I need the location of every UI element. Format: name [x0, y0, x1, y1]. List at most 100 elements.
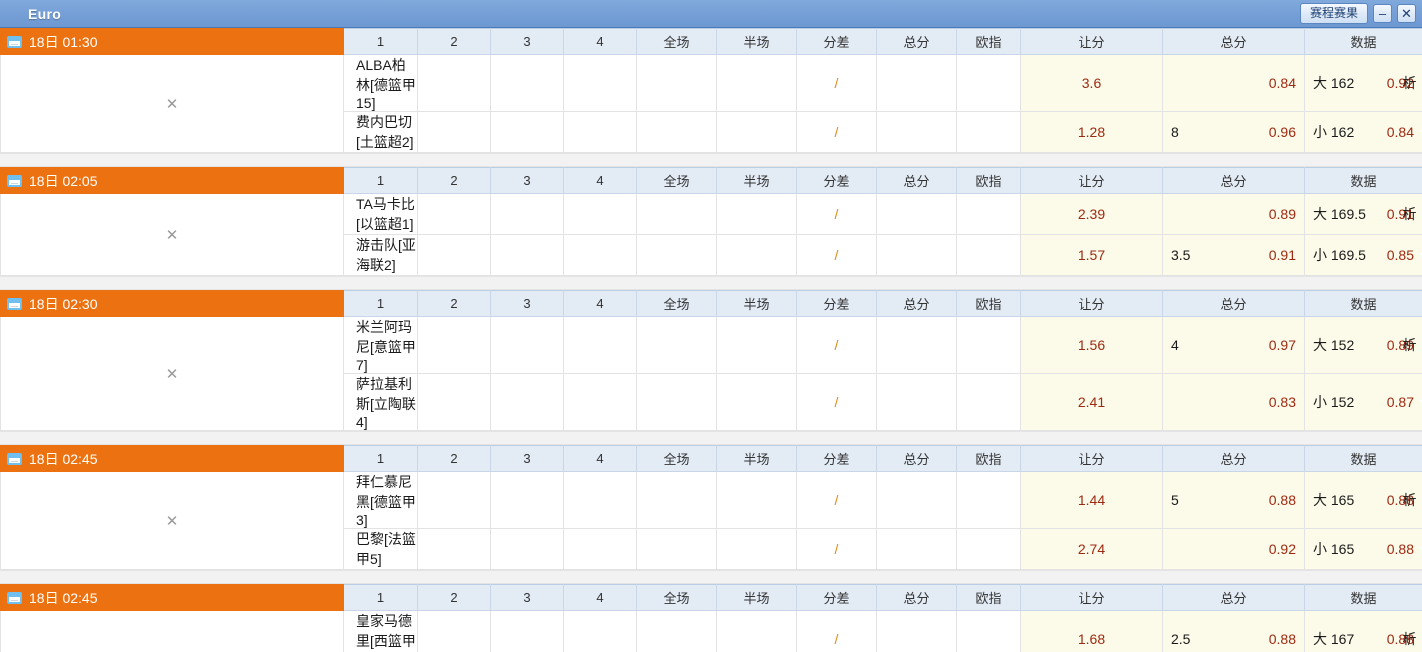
match-time-bar[interactable]: 18日 02:05 — [0, 167, 344, 194]
column-header-8[interactable]: 欧指 — [956, 28, 1021, 55]
column-header-7[interactable]: 总分 — [876, 445, 957, 472]
column-header-9[interactable]: 让分 — [1020, 584, 1163, 611]
column-header-11[interactable]: 数据 — [1304, 445, 1422, 472]
euro-odds[interactable]: 3.6 — [1020, 54, 1163, 112]
column-header-6[interactable]: 分差 — [796, 28, 877, 55]
column-header-6[interactable]: 分差 — [796, 167, 877, 194]
column-header-7[interactable]: 总分 — [876, 584, 957, 611]
handicap-cell[interactable]: 4 0.97 — [1162, 316, 1305, 374]
column-header-8[interactable]: 欧指 — [956, 584, 1021, 611]
column-header-7[interactable]: 总分 — [876, 167, 957, 194]
analysis-link[interactable]: 析 — [1402, 492, 1417, 508]
column-header-2[interactable]: 3 — [490, 167, 564, 194]
column-header-11[interactable]: 数据 — [1304, 290, 1422, 317]
column-header-3[interactable]: 4 — [563, 28, 637, 55]
euro-odds[interactable]: 2.41 — [1020, 373, 1163, 431]
over-under-cell[interactable]: 大 169.5 0.91 — [1304, 193, 1422, 235]
euro-odds[interactable]: 1.56 — [1020, 316, 1163, 374]
column-header-6[interactable]: 分差 — [796, 584, 877, 611]
column-header-0[interactable]: 1 — [343, 28, 418, 55]
column-header-5[interactable]: 半场 — [716, 584, 797, 611]
column-header-11[interactable]: 数据 — [1304, 28, 1422, 55]
window-icon[interactable] — [7, 297, 22, 310]
column-header-0[interactable]: 1 — [343, 584, 418, 611]
handicap-cell[interactable]: 3.5 0.91 — [1162, 234, 1305, 276]
over-under-cell[interactable]: 小 152 0.87 — [1304, 373, 1422, 431]
analysis-link[interactable]: 析 — [1402, 337, 1417, 353]
window-icon[interactable] — [7, 591, 22, 604]
euro-odds[interactable]: 1.68 — [1020, 610, 1163, 652]
column-header-8[interactable]: 欧指 — [956, 167, 1021, 194]
column-header-5[interactable]: 半场 — [716, 290, 797, 317]
column-header-1[interactable]: 2 — [417, 445, 491, 472]
column-header-4[interactable]: 全场 — [636, 445, 717, 472]
column-header-0[interactable]: 1 — [343, 445, 418, 472]
column-header-3[interactable]: 4 — [563, 445, 637, 472]
euro-odds[interactable]: 2.39 — [1020, 193, 1163, 235]
over-under-cell[interactable]: 小 165 0.88 — [1304, 528, 1422, 570]
close-row-icon[interactable]: ✕ — [0, 316, 344, 431]
euro-odds[interactable]: 2.74 — [1020, 528, 1163, 570]
over-under-cell[interactable]: 大 167 0.88 — [1304, 610, 1422, 652]
over-under-cell[interactable]: 大 162 0.92 — [1304, 54, 1422, 112]
column-header-6[interactable]: 分差 — [796, 445, 877, 472]
column-header-10[interactable]: 总分 — [1162, 28, 1305, 55]
column-header-3[interactable]: 4 — [563, 290, 637, 317]
euro-odds[interactable]: 1.44 — [1020, 471, 1163, 529]
column-header-5[interactable]: 半场 — [716, 445, 797, 472]
handicap-cell[interactable]: 2.5 0.88 — [1162, 610, 1305, 652]
column-header-11[interactable]: 数据 — [1304, 584, 1422, 611]
column-header-9[interactable]: 让分 — [1020, 28, 1163, 55]
column-header-7[interactable]: 总分 — [876, 28, 957, 55]
column-header-9[interactable]: 让分 — [1020, 445, 1163, 472]
over-under-cell[interactable]: 大 165 0.88 — [1304, 471, 1422, 529]
analysis-link[interactable]: 析 — [1402, 75, 1417, 91]
column-header-1[interactable]: 2 — [417, 584, 491, 611]
analysis-link[interactable]: 析 — [1402, 631, 1417, 647]
column-header-1[interactable]: 2 — [417, 28, 491, 55]
column-header-8[interactable]: 欧指 — [956, 290, 1021, 317]
close-row-icon[interactable]: ✕ — [0, 193, 344, 276]
handicap-cell[interactable]: 0.89 — [1162, 193, 1305, 235]
close-row-icon[interactable]: ✕ — [0, 610, 344, 652]
handicap-cell[interactable]: 0.84 — [1162, 54, 1305, 112]
over-under-cell[interactable]: 大 152 0.89 — [1304, 316, 1422, 374]
column-header-2[interactable]: 3 — [490, 584, 564, 611]
column-header-8[interactable]: 欧指 — [956, 445, 1021, 472]
column-header-1[interactable]: 2 — [417, 290, 491, 317]
column-header-9[interactable]: 让分 — [1020, 167, 1163, 194]
column-header-4[interactable]: 全场 — [636, 167, 717, 194]
column-header-7[interactable]: 总分 — [876, 290, 957, 317]
column-header-2[interactable]: 3 — [490, 290, 564, 317]
over-under-cell[interactable]: 小 169.5 0.85 — [1304, 234, 1422, 276]
column-header-5[interactable]: 半场 — [716, 167, 797, 194]
window-icon[interactable] — [7, 174, 22, 187]
column-header-10[interactable]: 总分 — [1162, 584, 1305, 611]
schedule-results-button[interactable]: 赛程赛果 — [1299, 3, 1368, 24]
column-header-10[interactable]: 总分 — [1162, 290, 1305, 317]
match-time-bar[interactable]: 18日 01:30 — [0, 28, 344, 55]
column-header-2[interactable]: 3 — [490, 28, 564, 55]
column-header-9[interactable]: 让分 — [1020, 290, 1163, 317]
column-header-3[interactable]: 4 — [563, 167, 637, 194]
handicap-cell[interactable]: 8 0.96 — [1162, 111, 1305, 153]
column-header-4[interactable]: 全场 — [636, 28, 717, 55]
handicap-cell[interactable]: 5 0.88 — [1162, 471, 1305, 529]
column-header-5[interactable]: 半场 — [716, 28, 797, 55]
close-row-icon[interactable]: ✕ — [0, 54, 344, 153]
column-header-3[interactable]: 4 — [563, 584, 637, 611]
column-header-6[interactable]: 分差 — [796, 290, 877, 317]
minimize-icon[interactable]: – — [1373, 4, 1392, 23]
match-time-bar[interactable]: 18日 02:45 — [0, 584, 344, 611]
close-row-icon[interactable]: ✕ — [0, 471, 344, 570]
window-icon[interactable] — [7, 452, 22, 465]
column-header-4[interactable]: 全场 — [636, 290, 717, 317]
euro-odds[interactable]: 1.57 — [1020, 234, 1163, 276]
match-time-bar[interactable]: 18日 02:30 — [0, 290, 344, 317]
close-icon[interactable]: ✕ — [1397, 4, 1416, 23]
column-header-4[interactable]: 全场 — [636, 584, 717, 611]
column-header-0[interactable]: 1 — [343, 167, 418, 194]
column-header-2[interactable]: 3 — [490, 445, 564, 472]
analysis-link[interactable]: 析 — [1402, 206, 1417, 222]
column-header-10[interactable]: 总分 — [1162, 167, 1305, 194]
